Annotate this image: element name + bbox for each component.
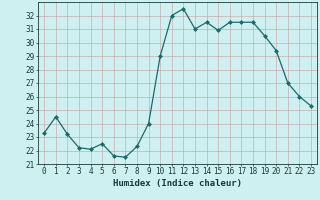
X-axis label: Humidex (Indice chaleur): Humidex (Indice chaleur): [113, 179, 242, 188]
